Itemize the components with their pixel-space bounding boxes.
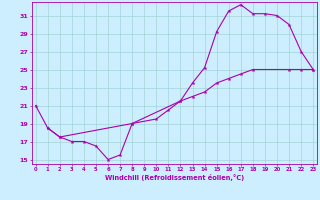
X-axis label: Windchill (Refroidissement éolien,°C): Windchill (Refroidissement éolien,°C): [105, 174, 244, 181]
